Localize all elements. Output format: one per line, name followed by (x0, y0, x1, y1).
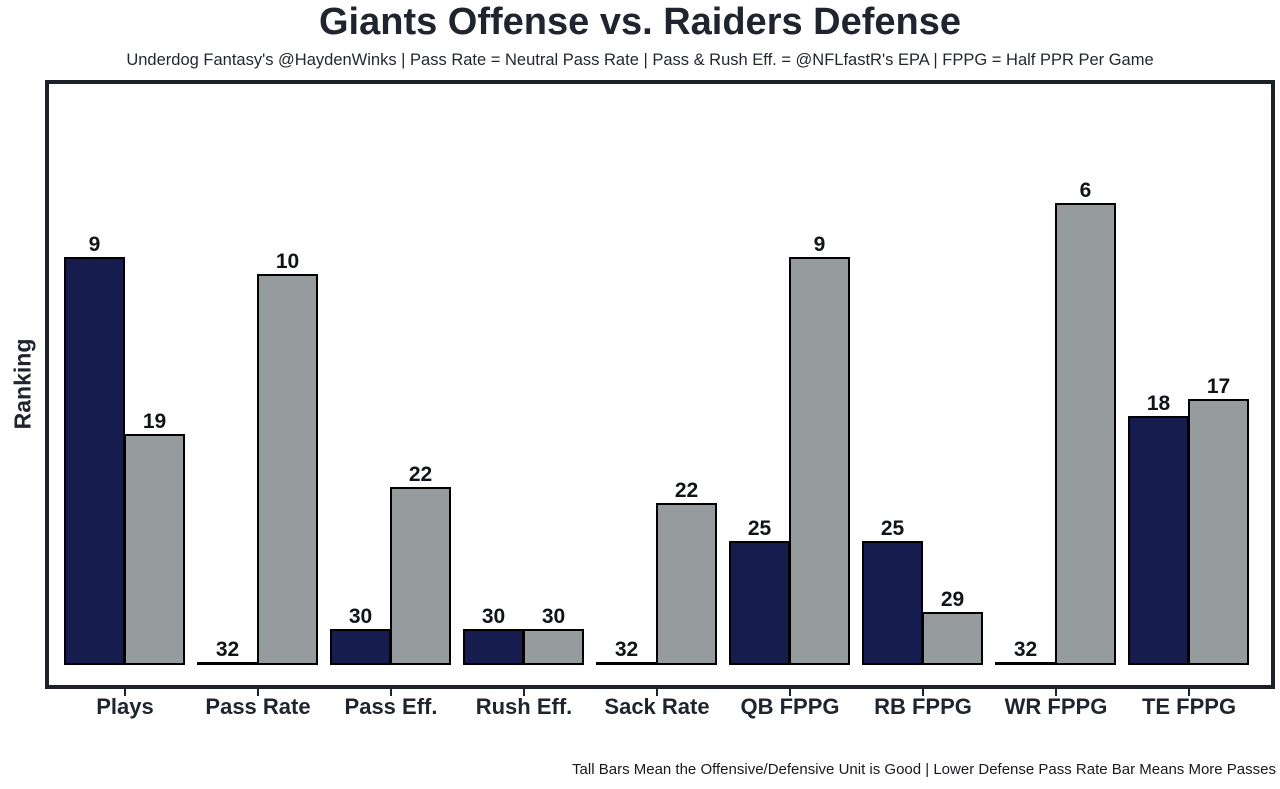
bar-value-label: 19 (142, 410, 167, 433)
bar-defense-rush-eff- (523, 629, 584, 665)
bar-value-label: 6 (1079, 179, 1092, 202)
bar-defense-rb-fppg (922, 612, 983, 665)
x-axis-tick (523, 689, 525, 696)
x-axis-label-sack-rate: Sack Rate (604, 694, 710, 719)
x-axis-label-wr-fppg: WR FPPG (1004, 694, 1108, 719)
bar-offense-qb-fppg (729, 541, 790, 665)
bar-value-label: 30 (481, 605, 506, 628)
bar-defense-wr-fppg (1055, 203, 1116, 665)
bar-value-label: 25 (747, 517, 772, 540)
bar-value-label: 30 (541, 605, 566, 628)
x-axis-tick (124, 689, 126, 696)
x-axis-label-pass-rate: Pass Rate (205, 694, 311, 719)
x-axis-tick (1188, 689, 1190, 696)
x-axis-label-plays: Plays (96, 694, 154, 719)
bar-value-label: 25 (880, 517, 905, 540)
bar-value-label: 29 (940, 588, 965, 611)
x-axis-tick (390, 689, 392, 696)
bar-defense-pass-eff- (390, 487, 451, 665)
chart-footnote: Tall Bars Mean the Offensive/Defensive U… (572, 761, 1276, 778)
x-axis-tick (922, 689, 924, 696)
bar-value-label: 32 (215, 638, 240, 661)
bar-value-label: 32 (614, 638, 639, 661)
x-axis-tick (656, 689, 658, 696)
x-axis-label-rb-fppg: RB FPPG (874, 694, 972, 719)
x-axis-label-rush-eff-: Rush Eff. (475, 694, 573, 719)
bar-offense-wr-fppg (995, 662, 1056, 665)
x-axis-label-pass-eff-: Pass Eff. (344, 694, 438, 719)
bar-defense-te-fppg (1188, 399, 1249, 665)
y-axis-label: Ranking (9, 338, 36, 430)
bar-offense-sack-rate (596, 662, 657, 665)
bar-offense-plays (64, 257, 125, 665)
bar-defense-plays (124, 434, 185, 665)
bar-defense-pass-rate (257, 274, 318, 665)
bar-defense-sack-rate (656, 503, 717, 665)
bar-defense-qb-fppg (789, 257, 850, 665)
bar-value-label: 22 (674, 479, 699, 502)
bar-value-label: 9 (813, 233, 826, 256)
x-axis-label-te-fppg: TE FPPG (1141, 694, 1237, 719)
bar-offense-rush-eff- (463, 629, 524, 665)
bar-value-label: 30 (348, 605, 373, 628)
chart-subtitle: Underdog Fantasy's @HaydenWinks | Pass R… (126, 51, 1154, 69)
bar-value-label: 22 (408, 463, 433, 486)
bar-offense-pass-eff- (330, 629, 391, 665)
x-axis-tick (1055, 689, 1057, 696)
bar-value-label: 18 (1146, 392, 1171, 415)
x-axis-label-qb-fppg: QB FPPG (740, 694, 840, 719)
bar-value-label: 32 (1013, 638, 1038, 661)
x-axis-tick (257, 689, 259, 696)
chart-title: Giants Offense vs. Raiders Defense (318, 1, 962, 43)
bar-value-label: 9 (88, 233, 101, 256)
bar-value-label: 17 (1206, 375, 1231, 398)
bar-value-label: 10 (275, 250, 300, 273)
plot-area: 9 19 32 10 30 22 30 30 32 22 25 9 25 29 32 6 18 17 (45, 80, 1275, 689)
bar-offense-pass-rate (197, 662, 258, 665)
bar-offense-te-fppg (1128, 416, 1189, 665)
x-axis-tick (789, 689, 791, 696)
bar-offense-rb-fppg (862, 541, 923, 665)
